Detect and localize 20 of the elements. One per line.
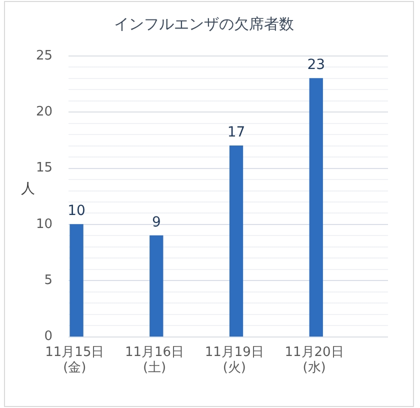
y-tick-label: 25 [36, 48, 53, 64]
y-tick-label: 20 [36, 104, 53, 120]
data-label: 17 [227, 124, 246, 140]
x-tick-label: 11月16日 (土) [124, 344, 184, 376]
bar [70, 224, 84, 337]
bar [229, 146, 244, 337]
y-tick-label: 5 [44, 273, 53, 288]
data-label: 9 [152, 214, 161, 230]
y-tick-label: 0 [44, 329, 53, 344]
y-axis-title: 人 [21, 181, 35, 198]
x-tick-label: 11月19日 (火) [204, 344, 264, 376]
x-tick-label: 11月20日 (水) [284, 344, 344, 376]
x-tick-label: 11月15日 (金) [45, 344, 104, 376]
y-tick-label: 10 [36, 216, 53, 232]
data-label: 10 [68, 203, 86, 220]
bar [150, 235, 164, 337]
y-tick-label: 15 [36, 160, 53, 176]
bar [309, 78, 323, 337]
chart-title: インフルエンザの欠席者数 [114, 14, 294, 33]
data-label: 23 [307, 57, 326, 74]
